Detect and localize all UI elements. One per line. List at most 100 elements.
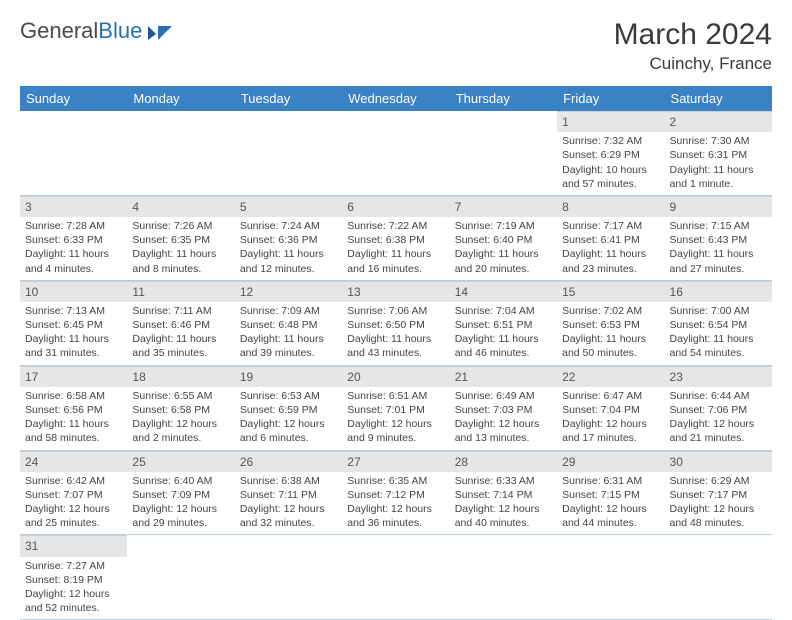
day-number: 7 <box>450 196 557 217</box>
daylight-line: Daylight: 12 hours and 25 minutes. <box>25 502 122 530</box>
day-number: 22 <box>557 366 664 387</box>
daylight-line: Daylight: 12 hours and 32 minutes. <box>240 502 337 530</box>
daylight-line: Daylight: 11 hours and 12 minutes. <box>240 247 337 275</box>
day-body: Sunrise: 7:30 AMSunset: 6:31 PMDaylight:… <box>665 132 772 195</box>
day-body: Sunrise: 7:06 AMSunset: 6:50 PMDaylight:… <box>342 302 449 365</box>
sunset-line: Sunset: 7:09 PM <box>132 488 229 502</box>
calendar-cell: 29Sunrise: 6:31 AMSunset: 7:15 PMDayligh… <box>557 450 664 535</box>
day-body: Sunrise: 7:11 AMSunset: 6:46 PMDaylight:… <box>127 302 234 365</box>
calendar-cell-empty <box>342 535 449 620</box>
daylight-line: Daylight: 12 hours and 17 minutes. <box>562 417 659 445</box>
weekday-header: Tuesday <box>235 86 342 111</box>
sunset-line: Sunset: 8:19 PM <box>25 573 122 587</box>
calendar-cell: 5Sunrise: 7:24 AMSunset: 6:36 PMDaylight… <box>235 195 342 280</box>
calendar-cell: 26Sunrise: 6:38 AMSunset: 7:11 PMDayligh… <box>235 450 342 535</box>
sunset-line: Sunset: 6:35 PM <box>132 233 229 247</box>
day-number: 1 <box>557 111 664 132</box>
calendar-cell: 15Sunrise: 7:02 AMSunset: 6:53 PMDayligh… <box>557 280 664 365</box>
day-number: 3 <box>20 196 127 217</box>
calendar-cell: 2Sunrise: 7:30 AMSunset: 6:31 PMDaylight… <box>665 111 772 195</box>
weekday-header: Friday <box>557 86 664 111</box>
calendar-row: 17Sunrise: 6:58 AMSunset: 6:56 PMDayligh… <box>20 365 772 450</box>
sunrise-line: Sunrise: 7:17 AM <box>562 219 659 233</box>
sunrise-line: Sunrise: 6:55 AM <box>132 389 229 403</box>
daylight-line: Daylight: 11 hours and 31 minutes. <box>25 332 122 360</box>
day-number: 9 <box>665 196 772 217</box>
day-body: Sunrise: 7:13 AMSunset: 6:45 PMDaylight:… <box>20 302 127 365</box>
calendar-cell: 27Sunrise: 6:35 AMSunset: 7:12 PMDayligh… <box>342 450 449 535</box>
calendar-cell: 23Sunrise: 6:44 AMSunset: 7:06 PMDayligh… <box>665 365 772 450</box>
sunset-line: Sunset: 6:43 PM <box>670 233 767 247</box>
sunrise-line: Sunrise: 7:13 AM <box>25 304 122 318</box>
calendar-cell: 14Sunrise: 7:04 AMSunset: 6:51 PMDayligh… <box>450 280 557 365</box>
sunrise-line: Sunrise: 6:49 AM <box>455 389 552 403</box>
daylight-line: Daylight: 11 hours and 8 minutes. <box>132 247 229 275</box>
day-body: Sunrise: 6:33 AMSunset: 7:14 PMDaylight:… <box>450 472 557 535</box>
calendar-cell: 3Sunrise: 7:28 AMSunset: 6:33 PMDaylight… <box>20 195 127 280</box>
sunrise-line: Sunrise: 7:24 AM <box>240 219 337 233</box>
day-body: Sunrise: 7:17 AMSunset: 6:41 PMDaylight:… <box>557 217 664 280</box>
sunrise-line: Sunrise: 7:22 AM <box>347 219 444 233</box>
day-body: Sunrise: 6:42 AMSunset: 7:07 PMDaylight:… <box>20 472 127 535</box>
weekday-header: Thursday <box>450 86 557 111</box>
day-number: 5 <box>235 196 342 217</box>
day-body: Sunrise: 6:51 AMSunset: 7:01 PMDaylight:… <box>342 387 449 450</box>
calendar-cell: 7Sunrise: 7:19 AMSunset: 6:40 PMDaylight… <box>450 195 557 280</box>
day-number: 26 <box>235 451 342 472</box>
daylight-line: Daylight: 10 hours and 57 minutes. <box>562 163 659 191</box>
daylight-line: Daylight: 12 hours and 21 minutes. <box>670 417 767 445</box>
calendar-cell: 22Sunrise: 6:47 AMSunset: 7:04 PMDayligh… <box>557 365 664 450</box>
day-body: Sunrise: 6:55 AMSunset: 6:58 PMDaylight:… <box>127 387 234 450</box>
calendar-cell-empty <box>20 111 127 195</box>
day-number: 16 <box>665 281 772 302</box>
day-number: 12 <box>235 281 342 302</box>
sunset-line: Sunset: 7:06 PM <box>670 403 767 417</box>
sunset-line: Sunset: 6:45 PM <box>25 318 122 332</box>
calendar-cell: 31Sunrise: 7:27 AMSunset: 8:19 PMDayligh… <box>20 535 127 620</box>
day-body: Sunrise: 7:15 AMSunset: 6:43 PMDaylight:… <box>665 217 772 280</box>
daylight-line: Daylight: 11 hours and 39 minutes. <box>240 332 337 360</box>
page-header: GeneralBlue March 2024 Cuinchy, France <box>20 18 772 74</box>
day-body: Sunrise: 7:09 AMSunset: 6:48 PMDaylight:… <box>235 302 342 365</box>
calendar-cell-empty <box>665 535 772 620</box>
calendar-cell: 4Sunrise: 7:26 AMSunset: 6:35 PMDaylight… <box>127 195 234 280</box>
calendar-cell-empty <box>127 535 234 620</box>
sunset-line: Sunset: 6:41 PM <box>562 233 659 247</box>
sunset-line: Sunset: 7:14 PM <box>455 488 552 502</box>
day-body: Sunrise: 6:53 AMSunset: 6:59 PMDaylight:… <box>235 387 342 450</box>
daylight-line: Daylight: 11 hours and 20 minutes. <box>455 247 552 275</box>
sunset-line: Sunset: 6:46 PM <box>132 318 229 332</box>
daylight-line: Daylight: 11 hours and 58 minutes. <box>25 417 122 445</box>
month-year: March 2024 <box>614 18 772 52</box>
sunset-line: Sunset: 7:07 PM <box>25 488 122 502</box>
sunrise-line: Sunrise: 7:28 AM <box>25 219 122 233</box>
calendar-cell: 1Sunrise: 7:32 AMSunset: 6:29 PMDaylight… <box>557 111 664 195</box>
sunset-line: Sunset: 6:31 PM <box>670 148 767 162</box>
sunset-line: Sunset: 6:56 PM <box>25 403 122 417</box>
sunrise-line: Sunrise: 7:27 AM <box>25 559 122 573</box>
day-number: 28 <box>450 451 557 472</box>
calendar-cell: 30Sunrise: 6:29 AMSunset: 7:17 PMDayligh… <box>665 450 772 535</box>
calendar-cell-empty <box>235 535 342 620</box>
daylight-line: Daylight: 12 hours and 40 minutes. <box>455 502 552 530</box>
day-body: Sunrise: 7:27 AMSunset: 8:19 PMDaylight:… <box>20 557 127 620</box>
calendar-row: 31Sunrise: 7:27 AMSunset: 8:19 PMDayligh… <box>20 535 772 620</box>
calendar-row: 10Sunrise: 7:13 AMSunset: 6:45 PMDayligh… <box>20 280 772 365</box>
location: Cuinchy, France <box>614 54 772 74</box>
daylight-line: Daylight: 12 hours and 6 minutes. <box>240 417 337 445</box>
day-number: 23 <box>665 366 772 387</box>
sunrise-line: Sunrise: 6:42 AM <box>25 474 122 488</box>
calendar-cell-empty <box>450 111 557 195</box>
day-body: Sunrise: 7:04 AMSunset: 6:51 PMDaylight:… <box>450 302 557 365</box>
calendar-cell: 17Sunrise: 6:58 AMSunset: 6:56 PMDayligh… <box>20 365 127 450</box>
daylight-line: Daylight: 11 hours and 54 minutes. <box>670 332 767 360</box>
daylight-line: Daylight: 12 hours and 44 minutes. <box>562 502 659 530</box>
daylight-line: Daylight: 11 hours and 43 minutes. <box>347 332 444 360</box>
sunrise-line: Sunrise: 7:09 AM <box>240 304 337 318</box>
day-number: 10 <box>20 281 127 302</box>
day-number: 6 <box>342 196 449 217</box>
daylight-line: Daylight: 11 hours and 1 minute. <box>670 163 767 191</box>
daylight-line: Daylight: 12 hours and 2 minutes. <box>132 417 229 445</box>
calendar-cell-empty <box>127 111 234 195</box>
sunrise-line: Sunrise: 6:40 AM <box>132 474 229 488</box>
